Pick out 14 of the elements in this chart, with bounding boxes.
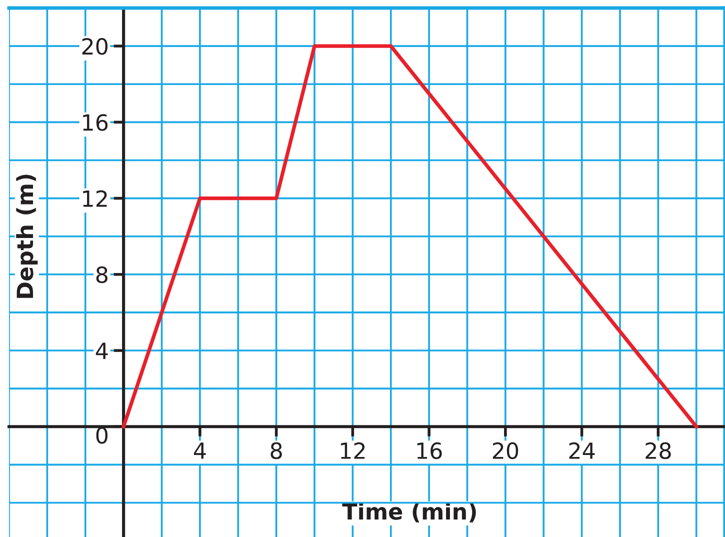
x-tick-label: 12 (340, 442, 365, 459)
y-tick-label: 12 (83, 190, 107, 207)
x-tick-label: 4 (194, 442, 206, 459)
y-tick-label: 16 (83, 114, 108, 131)
x-tick-label: 24 (569, 442, 595, 459)
x-tick-label: 28 (646, 442, 671, 460)
x-tick-label: 8 (270, 442, 282, 460)
y-tick-label: 4 (96, 342, 108, 359)
y-tick-label: 20 (82, 38, 108, 55)
y-axis-title: Depth (m) (16, 174, 38, 298)
x-axis-title: Time (min) (342, 502, 476, 522)
y-tick-label: 8 (96, 266, 108, 284)
x-tick-label: 20 (492, 442, 518, 460)
x-tick-label: 16 (417, 442, 442, 460)
